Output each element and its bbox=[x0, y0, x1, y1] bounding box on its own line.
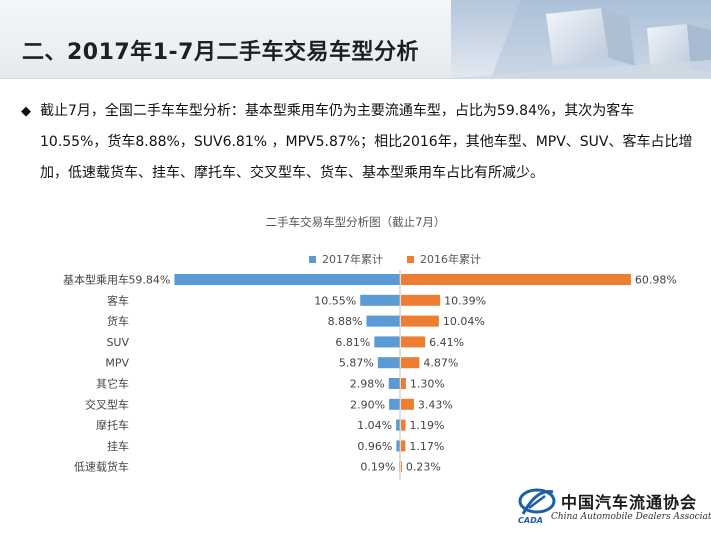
bar-2016 bbox=[401, 398, 414, 410]
data-label-2016: 1.17% bbox=[409, 440, 444, 453]
legend-item-2017: 2017年累计 bbox=[309, 251, 383, 267]
data-label-2017: 2.98% bbox=[350, 378, 385, 391]
bar-2016 bbox=[401, 294, 441, 306]
legend-item-2016: 2016年累计 bbox=[407, 251, 481, 267]
category-label: MPV bbox=[105, 357, 129, 370]
bar-2016 bbox=[401, 378, 406, 389]
bar-2017 bbox=[388, 378, 400, 389]
category-label: 基本型乘用车 bbox=[63, 273, 129, 287]
data-label-2016: 4.87% bbox=[423, 357, 458, 370]
bar-2017 bbox=[396, 419, 400, 431]
category-label: 交叉型车 bbox=[85, 397, 129, 411]
chart-title: 二手车交易车型分析图（截止7月） bbox=[265, 215, 446, 229]
logo-abbr: CADA bbox=[518, 516, 543, 525]
header-decoration-image bbox=[451, 0, 711, 78]
data-label-2017: 0.96% bbox=[357, 440, 392, 453]
bar-2016 bbox=[401, 440, 406, 452]
category-label: SUV bbox=[106, 336, 129, 349]
data-label-2017: 10.55% bbox=[314, 294, 356, 307]
summary-text: 截止7月，全国二手车车型分析：基本型乘用车仍为主要流通车型，占比为59.84%，… bbox=[40, 103, 693, 181]
logo-chinese-name: 中国汽车流通协会 bbox=[561, 493, 698, 512]
bar-2016 bbox=[401, 461, 402, 473]
bar-2017 bbox=[374, 336, 400, 348]
category-label: 其它车 bbox=[96, 377, 129, 391]
butterfly-bar-chart: 59.84% 60.98% 基本型乘用车 10.55% 10.39% 客车 8.88% 10.… bbox=[63, 270, 677, 480]
category-label: 货车 bbox=[107, 314, 129, 328]
data-label-2017: 2.90% bbox=[350, 398, 385, 411]
category-label: 低速载货车 bbox=[74, 460, 129, 474]
bar-2017 bbox=[389, 398, 400, 410]
bar-2017 bbox=[174, 274, 400, 285]
cada-emblem-icon bbox=[518, 488, 556, 515]
data-label-2017: 5.87% bbox=[339, 357, 374, 370]
bar-2016 bbox=[401, 315, 439, 327]
bar-2017 bbox=[366, 315, 400, 327]
bar-2016 bbox=[401, 419, 406, 431]
legend-swatch-2016 bbox=[407, 255, 414, 263]
page-title: 二、2017年1-7月二手车交易车型分析 bbox=[22, 40, 419, 65]
header-banner: 二、2017年1-7月二手车交易车型分析 bbox=[0, 0, 711, 79]
bar-2016 bbox=[401, 336, 426, 348]
summary-paragraph: ◆ 截止7月，全国二手车车型分析：基本型乘用车仍为主要流通车型，占比为59.84… bbox=[21, 96, 695, 189]
data-label-2017: 8.88% bbox=[328, 315, 363, 328]
data-label-2017: 6.81% bbox=[335, 336, 370, 349]
data-label-2016: 60.98% bbox=[635, 274, 677, 287]
cada-logo: CADA 中国汽车流通协会 China Automobile Dealers A… bbox=[515, 482, 711, 530]
data-label-2017: 0.19% bbox=[360, 461, 395, 474]
data-label-2017: 59.84% bbox=[128, 274, 170, 287]
legend-label-2017: 2017年累计 bbox=[322, 253, 383, 266]
legend-label-2016: 2016年累计 bbox=[420, 253, 481, 266]
category-label: 挂车 bbox=[107, 439, 129, 453]
bar-2017 bbox=[377, 357, 400, 369]
bar-2016 bbox=[401, 357, 420, 369]
data-label-2016: 1.30% bbox=[410, 378, 445, 391]
bar-2017 bbox=[396, 440, 400, 452]
chart-legend: 2017年累计 2016年累计 bbox=[0, 251, 711, 267]
data-label-2016: 10.04% bbox=[443, 315, 485, 328]
legend-swatch-2017 bbox=[309, 255, 316, 263]
data-label-2016: 6.41% bbox=[429, 336, 464, 349]
logo-english-name: China Automobile Dealers Association bbox=[551, 512, 711, 522]
data-label-2016: 3.43% bbox=[418, 398, 453, 411]
category-label: 摩托车 bbox=[96, 418, 129, 432]
bar-2017 bbox=[360, 294, 400, 306]
diamond-bullet-icon: ◆ bbox=[21, 104, 31, 119]
bar-2016 bbox=[401, 274, 631, 285]
data-label-2016: 0.23% bbox=[406, 461, 441, 474]
category-label: 客车 bbox=[107, 293, 129, 307]
data-label-2017: 1.04% bbox=[357, 419, 392, 432]
data-label-2016: 1.19% bbox=[409, 419, 444, 432]
data-label-2016: 10.39% bbox=[444, 294, 486, 307]
